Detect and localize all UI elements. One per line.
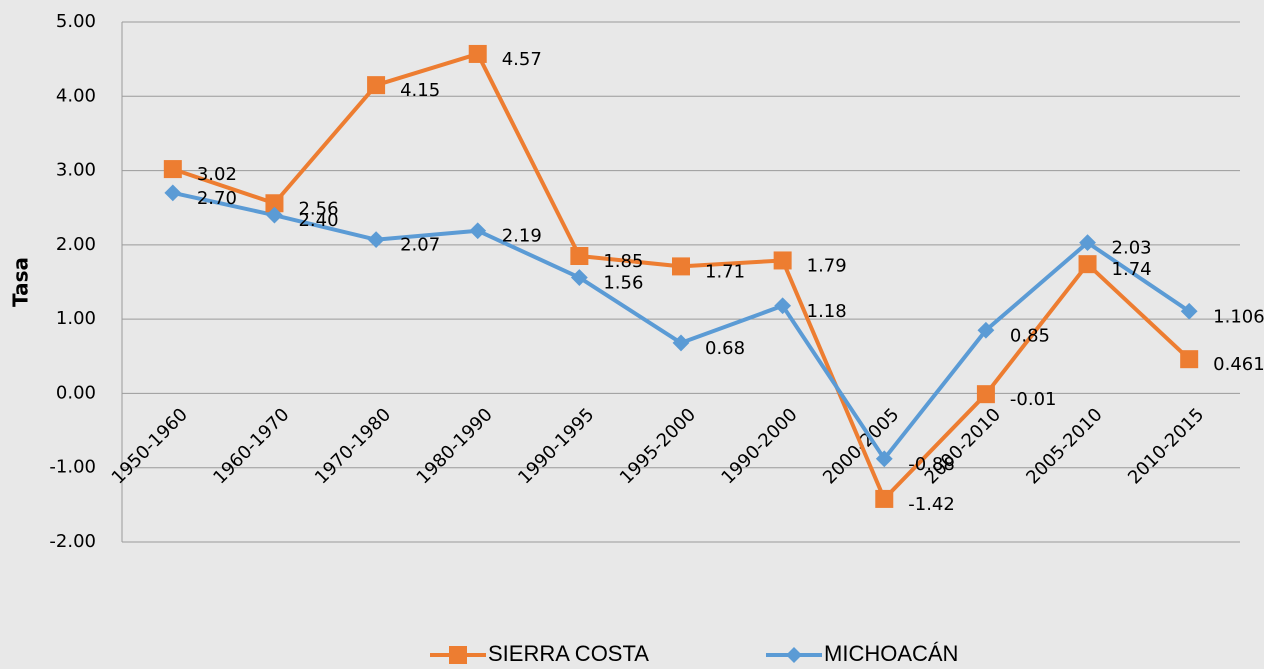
legend-label: SIERRA COSTA (488, 641, 649, 666)
marker (469, 222, 487, 240)
marker (570, 247, 589, 265)
y-tick-label: 2.00 (56, 234, 96, 255)
data-label: 2.03 (1112, 238, 1152, 259)
data-label: 2.07 (400, 235, 440, 256)
legend-marker (786, 647, 802, 663)
marker (672, 334, 690, 352)
y-tick-label: 5.00 (56, 11, 96, 32)
marker (977, 321, 995, 339)
data-label: -0.88 (908, 454, 955, 475)
data-label: 1.18 (807, 301, 847, 322)
marker (1078, 255, 1097, 274)
marker (367, 231, 385, 249)
legend-marker (449, 646, 467, 664)
data-label: 0.461 (1213, 354, 1264, 375)
data-label: 0.85 (1010, 325, 1050, 346)
data-label: -0.01 (1010, 389, 1057, 410)
marker (1079, 234, 1096, 252)
marker (367, 76, 386, 95)
marker (164, 184, 182, 202)
marker (265, 194, 284, 213)
data-label: 1.106 (1213, 306, 1264, 327)
data-label: 4.57 (502, 49, 542, 70)
data-label: 1.85 (603, 251, 643, 272)
y-tick-label: 3.00 (56, 160, 96, 181)
marker (468, 44, 487, 63)
data-label: 2.19 (502, 226, 542, 247)
marker (570, 269, 588, 286)
data-label: 1.71 (705, 261, 745, 282)
data-label: 0.68 (705, 338, 745, 359)
marker (875, 450, 893, 468)
data-label: 2.70 (197, 188, 237, 209)
marker (774, 297, 792, 315)
marker (1180, 302, 1198, 320)
marker (1180, 350, 1199, 369)
data-label: -1.42 (908, 494, 955, 515)
legend-label: MICHOACÁN (824, 641, 958, 666)
marker (875, 489, 894, 508)
y-tick-label: 1.00 (56, 308, 96, 329)
marker (163, 160, 182, 179)
data-label: 2.40 (298, 210, 338, 231)
marker (773, 251, 792, 270)
data-label: 4.15 (400, 80, 440, 101)
marker (976, 385, 995, 404)
data-label: 3.02 (197, 164, 237, 185)
data-label: 1.74 (1112, 259, 1152, 280)
y-tick-label: 4.00 (56, 85, 96, 106)
y-axis-label: Tasa (9, 257, 33, 307)
marker (672, 257, 690, 276)
marker (266, 206, 283, 224)
y-tick-label: -2.00 (49, 531, 96, 552)
data-label: 1.79 (807, 255, 847, 276)
data-label: 2.56 (298, 198, 338, 219)
y-tick-label: -1.00 (49, 457, 96, 478)
y-tick-label: 0.00 (56, 382, 96, 403)
data-label: 1.56 (603, 273, 643, 294)
